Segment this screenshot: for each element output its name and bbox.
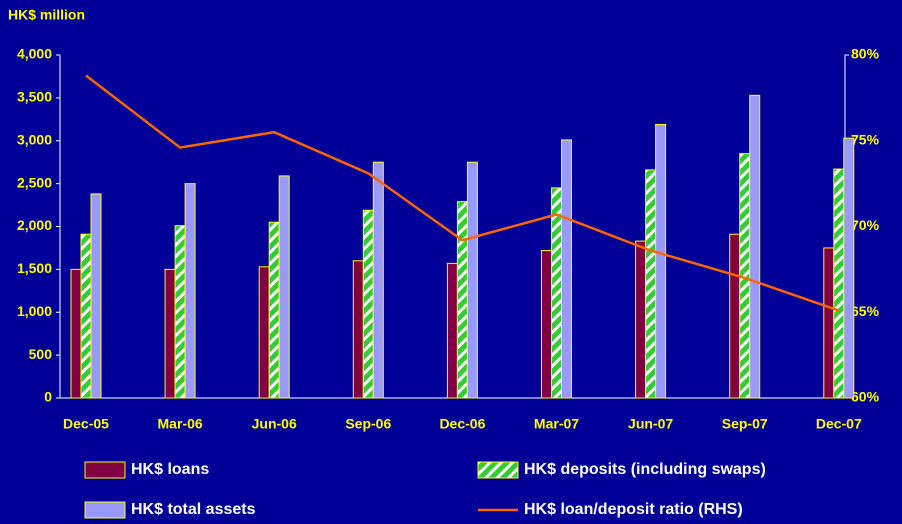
x-tick-label: Sep-06 <box>345 416 391 432</box>
bar <box>70 268 82 399</box>
y2-tick-label: 60% <box>851 389 880 405</box>
bar <box>833 168 845 399</box>
bar <box>749 94 761 399</box>
y2-tick-label: 80% <box>851 46 880 62</box>
x-tick-label: Mar-07 <box>534 416 579 432</box>
y-tick-label: 500 <box>29 346 53 362</box>
x-tick-label: Dec-07 <box>816 416 862 432</box>
legend-label: HK$ total assets <box>131 501 256 518</box>
legend-label: HK$ deposits (including swaps) <box>524 461 766 478</box>
x-tick-label: Dec-06 <box>439 416 485 432</box>
bar <box>278 175 290 399</box>
bar <box>729 233 741 399</box>
bar <box>184 183 196 399</box>
x-tick-label: Dec-05 <box>63 416 109 432</box>
y-tick-label: 1,500 <box>17 260 52 276</box>
bar <box>466 161 478 399</box>
bar <box>80 233 92 399</box>
y2-tick-label: 65% <box>851 303 880 319</box>
y-tick-label: 4,000 <box>17 46 52 62</box>
bar <box>352 260 364 399</box>
x-tick-label: Sep-07 <box>722 416 768 432</box>
bar <box>90 193 102 399</box>
y-tick-label: 3,000 <box>17 131 52 147</box>
bar <box>372 161 384 399</box>
bar <box>645 169 657 399</box>
y2-tick-label: 75% <box>851 131 880 147</box>
y2-tick-label: 70% <box>851 217 880 233</box>
bar <box>446 262 458 399</box>
y-tick-label: 0 <box>44 389 52 405</box>
x-tick-label: Jun-06 <box>252 416 297 432</box>
bar <box>268 221 280 399</box>
y-tick-label: 2,500 <box>17 174 52 190</box>
x-tick-label: Jun-07 <box>628 416 673 432</box>
bar <box>456 201 468 399</box>
legend-swatch <box>84 461 126 479</box>
bar <box>551 187 562 399</box>
bar <box>843 137 855 399</box>
legend-swatch <box>477 461 519 479</box>
bar <box>174 225 186 399</box>
bar <box>258 266 270 399</box>
x-tick-label: Mar-06 <box>158 416 203 432</box>
bar <box>561 139 572 399</box>
legend-label: HK$ loan/deposit ratio (RHS) <box>524 501 743 518</box>
y-axis-title: HK$ million <box>8 7 85 23</box>
bar <box>823 247 835 399</box>
legend-label: HK$ loans <box>131 461 209 478</box>
legend-swatch <box>84 501 126 519</box>
y-tick-label: 3,500 <box>17 89 52 105</box>
y-tick-label: 2,000 <box>17 217 52 233</box>
bar <box>541 250 552 399</box>
bar <box>655 123 667 399</box>
bar <box>635 240 647 399</box>
ratio-line <box>85 74 840 312</box>
y-tick-label: 1,000 <box>17 303 52 319</box>
bar <box>362 209 374 399</box>
bar <box>164 268 176 399</box>
